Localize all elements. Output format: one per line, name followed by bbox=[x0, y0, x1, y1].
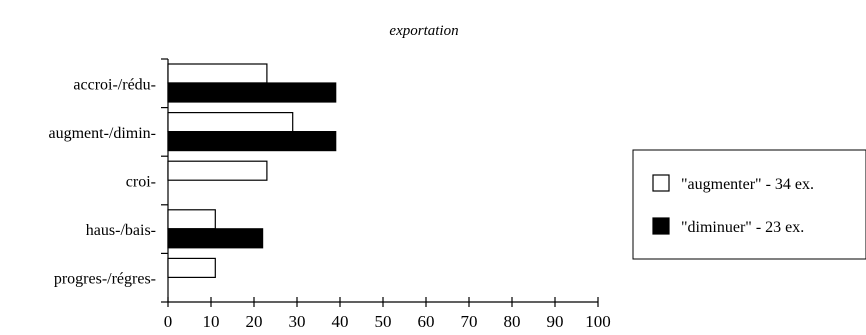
x-tick-label: 100 bbox=[585, 312, 611, 331]
legend-label-augmenter: "augmenter" - 34 ex. bbox=[681, 176, 814, 193]
x-tick-label: 60 bbox=[418, 312, 435, 331]
bar-augmenter bbox=[167, 160, 268, 181]
y-tick-label: accroi-/rédu- bbox=[73, 76, 156, 93]
x-tick-label: 30 bbox=[289, 312, 306, 331]
legend-swatch-augmenter bbox=[652, 174, 670, 192]
bar-augmenter bbox=[167, 209, 216, 230]
axes: 0 10 20 30 40 50 60 70 80 90 100 accroi-/rédu-augme… bbox=[48, 58, 611, 331]
legend-label-diminuer: "diminuer" - 23 ex. bbox=[681, 219, 804, 236]
bar-diminuer bbox=[167, 228, 264, 249]
bar-augmenter bbox=[167, 257, 216, 278]
legend-swatch-diminuer bbox=[652, 217, 670, 235]
bar-diminuer bbox=[167, 131, 337, 152]
x-tick-label: 80 bbox=[504, 312, 521, 331]
bar-diminuer bbox=[167, 82, 337, 103]
x-tick-label: 10 bbox=[203, 312, 220, 331]
bars bbox=[167, 63, 337, 278]
x-tick-label: 40 bbox=[332, 312, 349, 331]
x-tick-label: 0 bbox=[164, 312, 173, 331]
chart-title: exportation bbox=[389, 23, 458, 39]
y-tick-label: haus-/bais- bbox=[86, 222, 156, 239]
x-tick-label: 70 bbox=[461, 312, 478, 331]
x-tick-label: 50 bbox=[375, 312, 392, 331]
legend-box bbox=[632, 149, 866, 260]
legend: "augmenter" - 34 ex. "diminuer" - 23 ex. bbox=[632, 149, 866, 260]
y-tick-label: progres-/régres- bbox=[54, 271, 156, 288]
bar-augmenter bbox=[167, 63, 268, 84]
x-tick-label: 20 bbox=[246, 312, 263, 331]
y-tick-label: croi- bbox=[126, 174, 156, 191]
bar-augmenter bbox=[167, 111, 294, 133]
y-tick-label: augment-/dimin- bbox=[48, 125, 156, 142]
x-tick-label: 90 bbox=[547, 312, 564, 331]
